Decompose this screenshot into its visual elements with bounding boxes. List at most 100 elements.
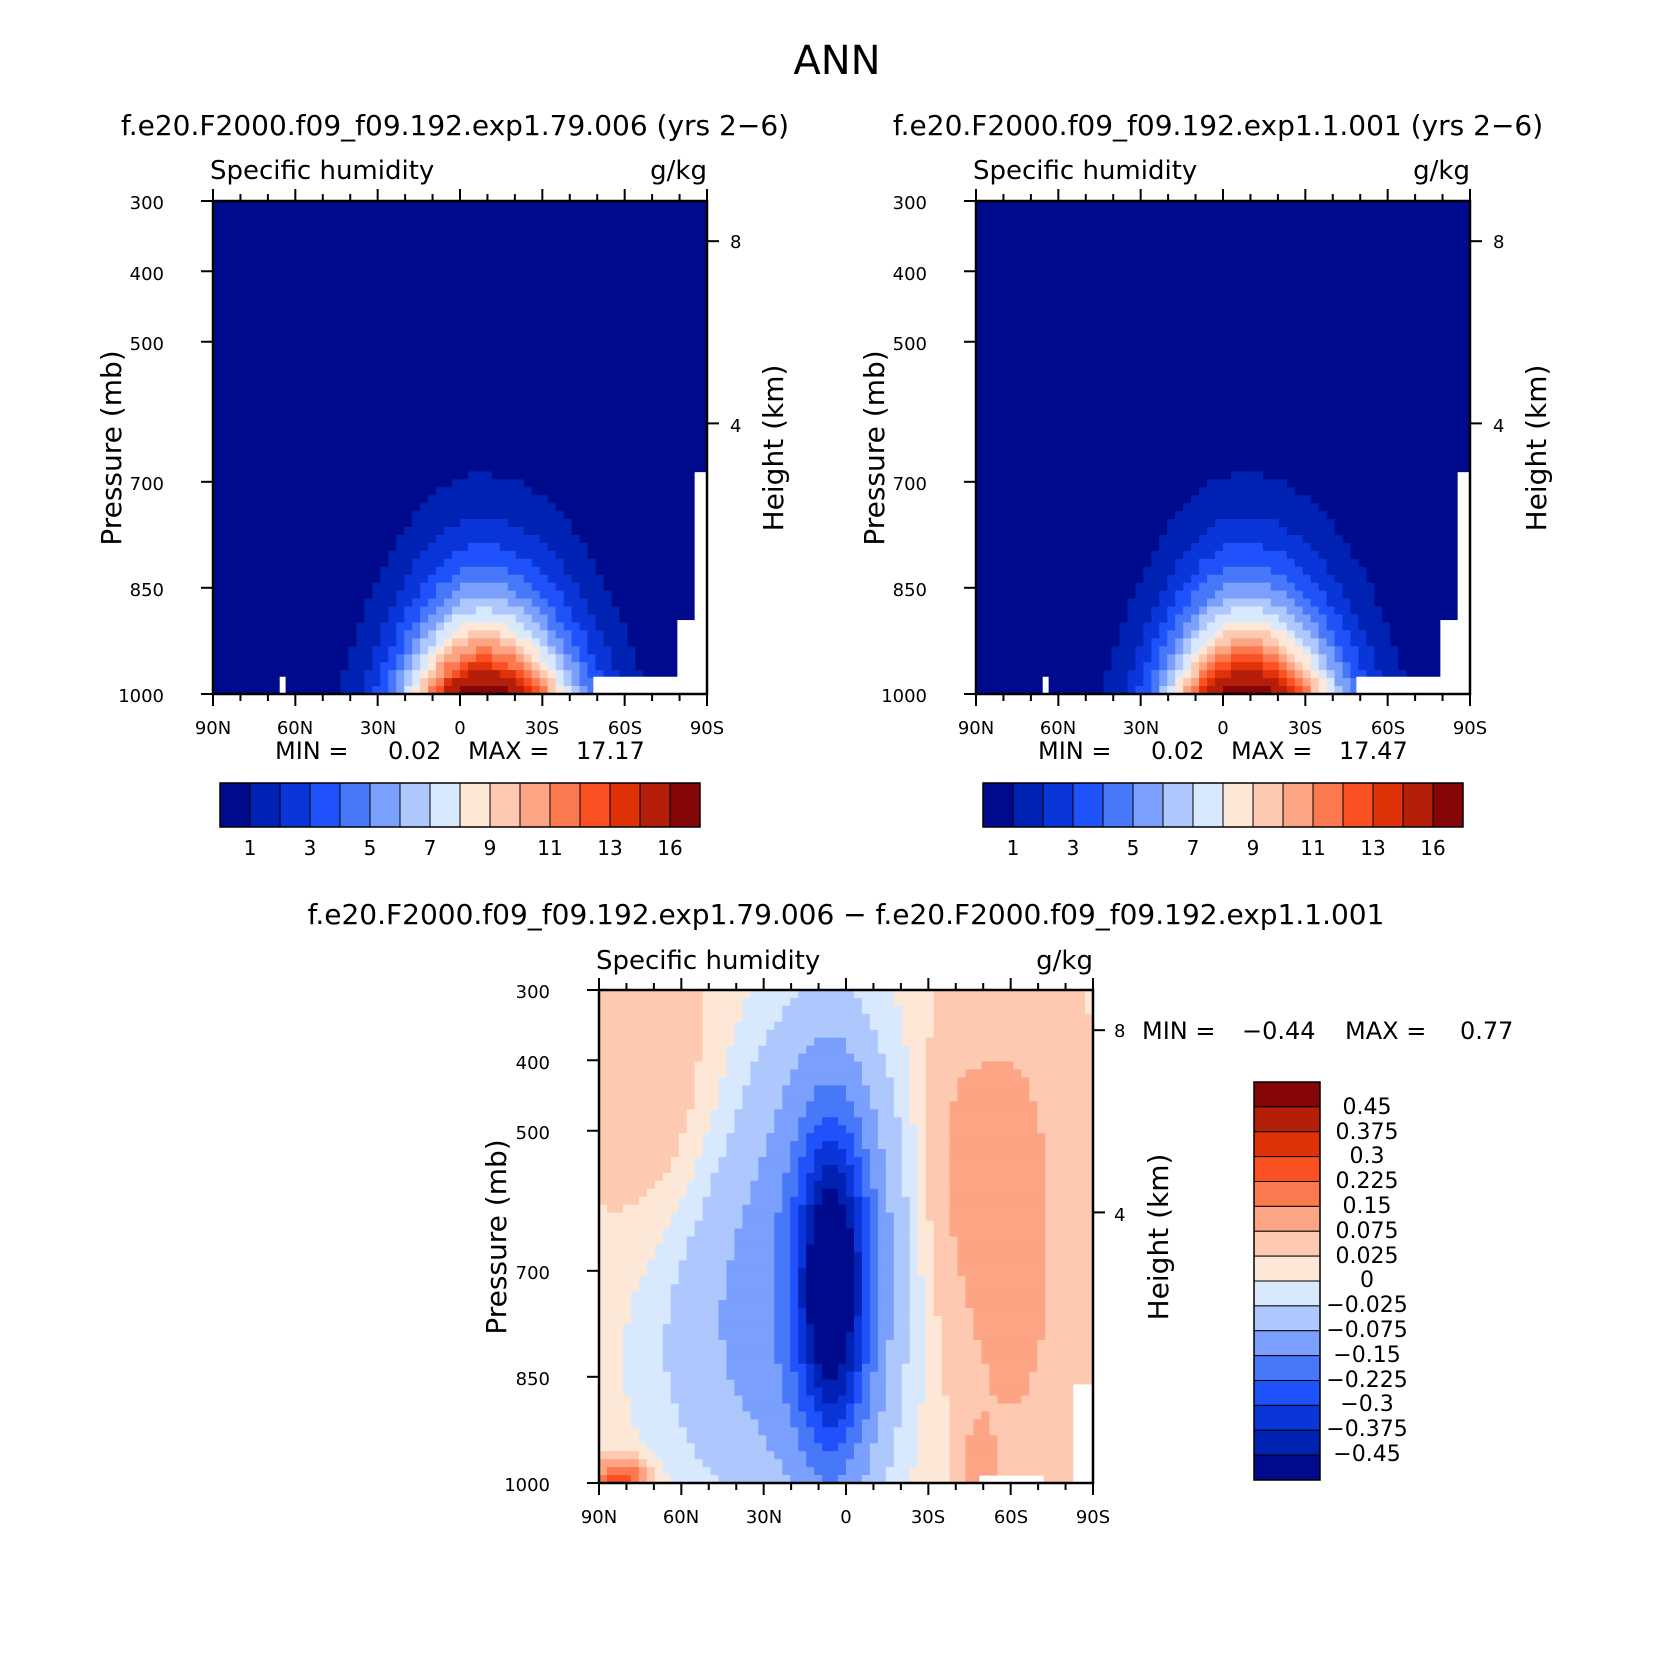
contour-cell bbox=[539, 534, 581, 544]
contour-cell bbox=[452, 638, 469, 647]
contour-cell bbox=[976, 272, 1471, 282]
contour-cell bbox=[957, 1085, 1030, 1094]
max-label: MAX = bbox=[1231, 737, 1312, 765]
contour-cell bbox=[885, 1156, 903, 1166]
contour-cell bbox=[710, 1109, 736, 1118]
contour-cell bbox=[877, 1045, 911, 1055]
contour-cell bbox=[853, 1180, 863, 1190]
contour-cell bbox=[917, 1180, 927, 1190]
contour-cell bbox=[1151, 550, 1184, 560]
contour-cell bbox=[539, 662, 549, 671]
contour-cell bbox=[396, 678, 405, 687]
contour-cell bbox=[814, 1363, 823, 1373]
contour-cell bbox=[547, 670, 557, 679]
contour-cell bbox=[1286, 527, 1336, 536]
contour-cell bbox=[1223, 622, 1272, 631]
contour-cell bbox=[523, 662, 533, 671]
contour-cell bbox=[213, 216, 708, 226]
contour-cell bbox=[726, 1133, 767, 1142]
contour-cell bbox=[646, 1268, 680, 1277]
contour-cell bbox=[603, 574, 708, 584]
contour-cell bbox=[893, 1244, 911, 1253]
contour-cell bbox=[571, 654, 581, 663]
contour-cell bbox=[885, 1172, 903, 1182]
contour-cell bbox=[726, 1276, 775, 1285]
contour-cell bbox=[388, 550, 421, 560]
contour-cell bbox=[718, 1093, 744, 1102]
contour-cell bbox=[925, 1133, 951, 1142]
contour-cell bbox=[380, 574, 405, 584]
contour-cell bbox=[973, 1316, 1046, 1325]
contour-cell bbox=[547, 495, 708, 504]
contour-cell bbox=[901, 1188, 919, 1198]
contour-cell bbox=[718, 1077, 751, 1087]
contour-cell bbox=[853, 1196, 863, 1206]
contour-cell bbox=[1191, 495, 1312, 504]
colorbar-label: 5 bbox=[364, 836, 377, 860]
contour-cell bbox=[436, 670, 445, 679]
contour-cell bbox=[957, 1077, 1030, 1087]
contour-cell bbox=[853, 1316, 863, 1325]
contour-cell bbox=[364, 678, 381, 687]
contour-cell bbox=[925, 1117, 951, 1126]
contour-cell bbox=[404, 686, 413, 695]
contour-cell bbox=[1151, 686, 1160, 695]
contour-cell bbox=[877, 1109, 895, 1118]
contour-cell bbox=[973, 1427, 991, 1436]
colorbar bbox=[1253, 1081, 1321, 1481]
contour-cell bbox=[531, 678, 541, 687]
contour-cell bbox=[646, 1188, 688, 1198]
contour-cell bbox=[1326, 622, 1344, 631]
contour-cell bbox=[806, 1244, 855, 1253]
contour-cell bbox=[1199, 606, 1208, 616]
contour-cell bbox=[1278, 646, 1288, 655]
contour-cell bbox=[1302, 678, 1312, 687]
contour-cell bbox=[798, 1276, 807, 1285]
colorbar-swatch bbox=[399, 782, 431, 828]
contour-cell bbox=[213, 614, 365, 624]
contour-cell bbox=[822, 1117, 839, 1126]
contour-cell bbox=[798, 1228, 807, 1238]
contour-cell bbox=[718, 1156, 759, 1166]
contour-cell bbox=[901, 1005, 935, 1015]
colorbar-swatch bbox=[1253, 1380, 1321, 1406]
contour-cell bbox=[599, 1125, 688, 1134]
contour-cell bbox=[774, 1236, 791, 1246]
contour-cell bbox=[213, 654, 350, 663]
x-tick-label: 90S bbox=[1076, 1507, 1110, 1528]
contour-cell bbox=[861, 1236, 871, 1246]
contour-cell bbox=[774, 1451, 807, 1460]
contour-cell bbox=[630, 1419, 680, 1428]
contour-cell bbox=[933, 990, 1086, 999]
contour-cell bbox=[976, 367, 1471, 377]
contour-cell bbox=[853, 1355, 863, 1365]
contour-cell bbox=[976, 415, 1471, 425]
contour-cell bbox=[599, 1363, 624, 1373]
contour-cell bbox=[976, 654, 1113, 663]
contour-cell bbox=[1167, 630, 1184, 639]
contour-cell bbox=[925, 1347, 943, 1357]
contour-cell bbox=[1037, 1355, 1094, 1365]
contour-cell bbox=[340, 670, 365, 679]
contour-cell bbox=[838, 1371, 847, 1381]
contour-cell bbox=[838, 1443, 855, 1452]
contour-cell bbox=[893, 1292, 911, 1301]
contour-cell bbox=[507, 662, 525, 671]
contour-cell bbox=[806, 1268, 855, 1277]
contour-cell bbox=[507, 566, 541, 576]
contour-cell bbox=[213, 574, 381, 584]
contour-cell bbox=[710, 1125, 736, 1134]
contour-cell bbox=[846, 1188, 855, 1198]
contour-cell bbox=[806, 1045, 847, 1055]
contour-cell bbox=[774, 1276, 791, 1285]
contour-cell bbox=[814, 1220, 847, 1230]
contour-cell bbox=[1334, 646, 1344, 655]
contour-cell bbox=[925, 1196, 951, 1206]
contour-cell bbox=[861, 1387, 871, 1397]
contour-cell bbox=[1021, 1395, 1094, 1405]
variable-label: Specific humidity bbox=[973, 156, 1197, 186]
contour-cell bbox=[1191, 574, 1208, 584]
contour-cell bbox=[388, 614, 405, 624]
contour-cell bbox=[846, 1411, 855, 1420]
min-label: MIN = bbox=[275, 737, 348, 765]
